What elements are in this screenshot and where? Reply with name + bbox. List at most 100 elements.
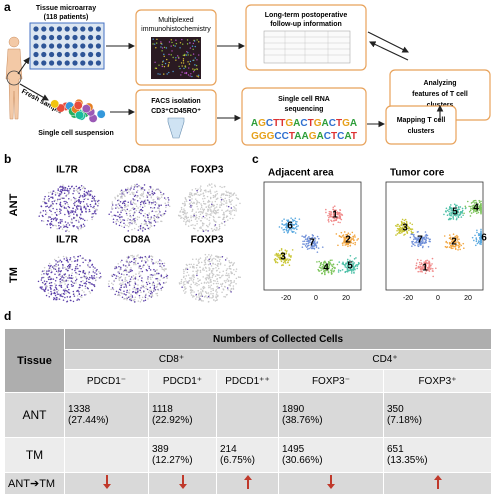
cell-dot bbox=[187, 195, 190, 198]
cell-dot bbox=[62, 224, 65, 226]
cell-dot bbox=[148, 218, 150, 221]
cell-dot bbox=[61, 189, 64, 192]
cell-dot bbox=[222, 193, 224, 196]
cell-dot bbox=[137, 195, 139, 197]
cell-dot bbox=[150, 217, 152, 220]
cell-dot bbox=[42, 276, 44, 279]
cell-dot bbox=[345, 241, 347, 243]
cell-dot bbox=[207, 206, 210, 209]
speck bbox=[185, 72, 188, 75]
cell-dot bbox=[190, 219, 193, 222]
cell-dot bbox=[62, 204, 64, 207]
cell-dot bbox=[218, 260, 221, 262]
cell-dot bbox=[239, 276, 241, 278]
cell-dot bbox=[45, 205, 47, 208]
cell-dot bbox=[281, 220, 283, 222]
cell-dot bbox=[191, 291, 193, 293]
cell-dot bbox=[88, 208, 91, 211]
cell-dot bbox=[115, 207, 117, 209]
cell-dot bbox=[198, 292, 200, 294]
cell-dot bbox=[144, 219, 146, 222]
cell-dot bbox=[81, 195, 84, 197]
cell-dot bbox=[215, 194, 217, 196]
tma-core bbox=[41, 60, 47, 66]
cell-dot bbox=[413, 233, 415, 236]
column-row: PDCD1⁻ PDCD1⁺ PDCD1⁺⁺ FOXP3⁻ FOXP3⁺ bbox=[5, 369, 492, 393]
cell-dot bbox=[196, 272, 198, 275]
panel-label: b bbox=[4, 152, 11, 166]
cell-dot bbox=[145, 222, 148, 224]
cell-dot bbox=[396, 227, 399, 230]
cell-dot bbox=[57, 297, 59, 300]
cell-dot bbox=[135, 203, 137, 205]
cell-dot bbox=[47, 278, 50, 281]
cell-dot bbox=[144, 216, 147, 218]
cell-dot bbox=[67, 261, 69, 263]
column-header: PDCD1⁺⁺ bbox=[216, 369, 279, 393]
cell: 350 (7.18%) bbox=[383, 392, 492, 438]
cell-dot bbox=[395, 234, 397, 236]
cell-dot bbox=[87, 273, 90, 275]
cell-dot bbox=[164, 202, 167, 204]
cell-dot bbox=[117, 220, 120, 223]
cell-dot bbox=[118, 291, 120, 294]
cell-dot bbox=[87, 205, 89, 208]
cell-dot bbox=[190, 263, 192, 266]
cell-dot bbox=[226, 274, 228, 277]
cell-dot bbox=[331, 269, 333, 271]
cell-dot bbox=[49, 209, 51, 212]
cell-dot bbox=[150, 201, 153, 204]
cell-dot bbox=[205, 295, 207, 297]
cell-dot bbox=[134, 199, 137, 201]
cell-dot bbox=[93, 284, 95, 286]
cell-dot bbox=[90, 213, 93, 215]
cell-dot bbox=[228, 261, 231, 264]
cell-dot bbox=[93, 212, 96, 214]
cell-dot bbox=[133, 285, 136, 287]
cell-dot bbox=[123, 298, 125, 300]
cell-dot bbox=[322, 263, 324, 266]
cell-dot bbox=[225, 274, 227, 277]
cell-dot bbox=[193, 274, 195, 277]
cell-dot bbox=[114, 196, 116, 199]
cell-dot bbox=[117, 195, 120, 197]
cell-dot bbox=[134, 194, 137, 197]
cell-dot bbox=[223, 212, 225, 214]
cell-dot bbox=[192, 278, 195, 281]
tma-core bbox=[95, 26, 101, 32]
cell-dot bbox=[217, 216, 220, 218]
cell-dot bbox=[180, 206, 183, 209]
count: 1890 bbox=[282, 404, 305, 415]
cell-dot bbox=[92, 212, 94, 215]
row-header: Tissue bbox=[4, 328, 65, 393]
cell-dot bbox=[333, 219, 335, 222]
cell-dot bbox=[457, 246, 460, 249]
cell-dot bbox=[283, 228, 286, 231]
cell-dot bbox=[77, 187, 80, 189]
cell-dot bbox=[161, 266, 163, 269]
cell-dot bbox=[337, 244, 339, 247]
tma-core bbox=[80, 60, 86, 66]
cell-dot bbox=[292, 220, 294, 222]
cell-dot bbox=[196, 222, 198, 225]
cell-dot bbox=[420, 259, 422, 262]
cell-dot bbox=[76, 290, 78, 293]
cell-dot bbox=[196, 271, 198, 273]
cell-dot bbox=[80, 206, 82, 208]
cell-dot bbox=[59, 219, 62, 221]
cell-dot bbox=[193, 213, 195, 216]
cell-dot bbox=[232, 209, 234, 211]
cell-dot bbox=[409, 222, 411, 224]
cell-dot bbox=[46, 205, 49, 207]
cell-dot bbox=[435, 267, 437, 270]
cell-dot bbox=[158, 204, 160, 207]
cell-dot bbox=[51, 193, 53, 195]
cell-dot bbox=[461, 207, 464, 210]
cell-dot bbox=[356, 267, 358, 270]
cell-dot bbox=[196, 200, 198, 202]
speck bbox=[187, 52, 189, 54]
cell-dot bbox=[278, 256, 281, 258]
cell-dot bbox=[66, 209, 69, 211]
cell-dot bbox=[43, 198, 46, 200]
cell-dot bbox=[213, 257, 215, 260]
